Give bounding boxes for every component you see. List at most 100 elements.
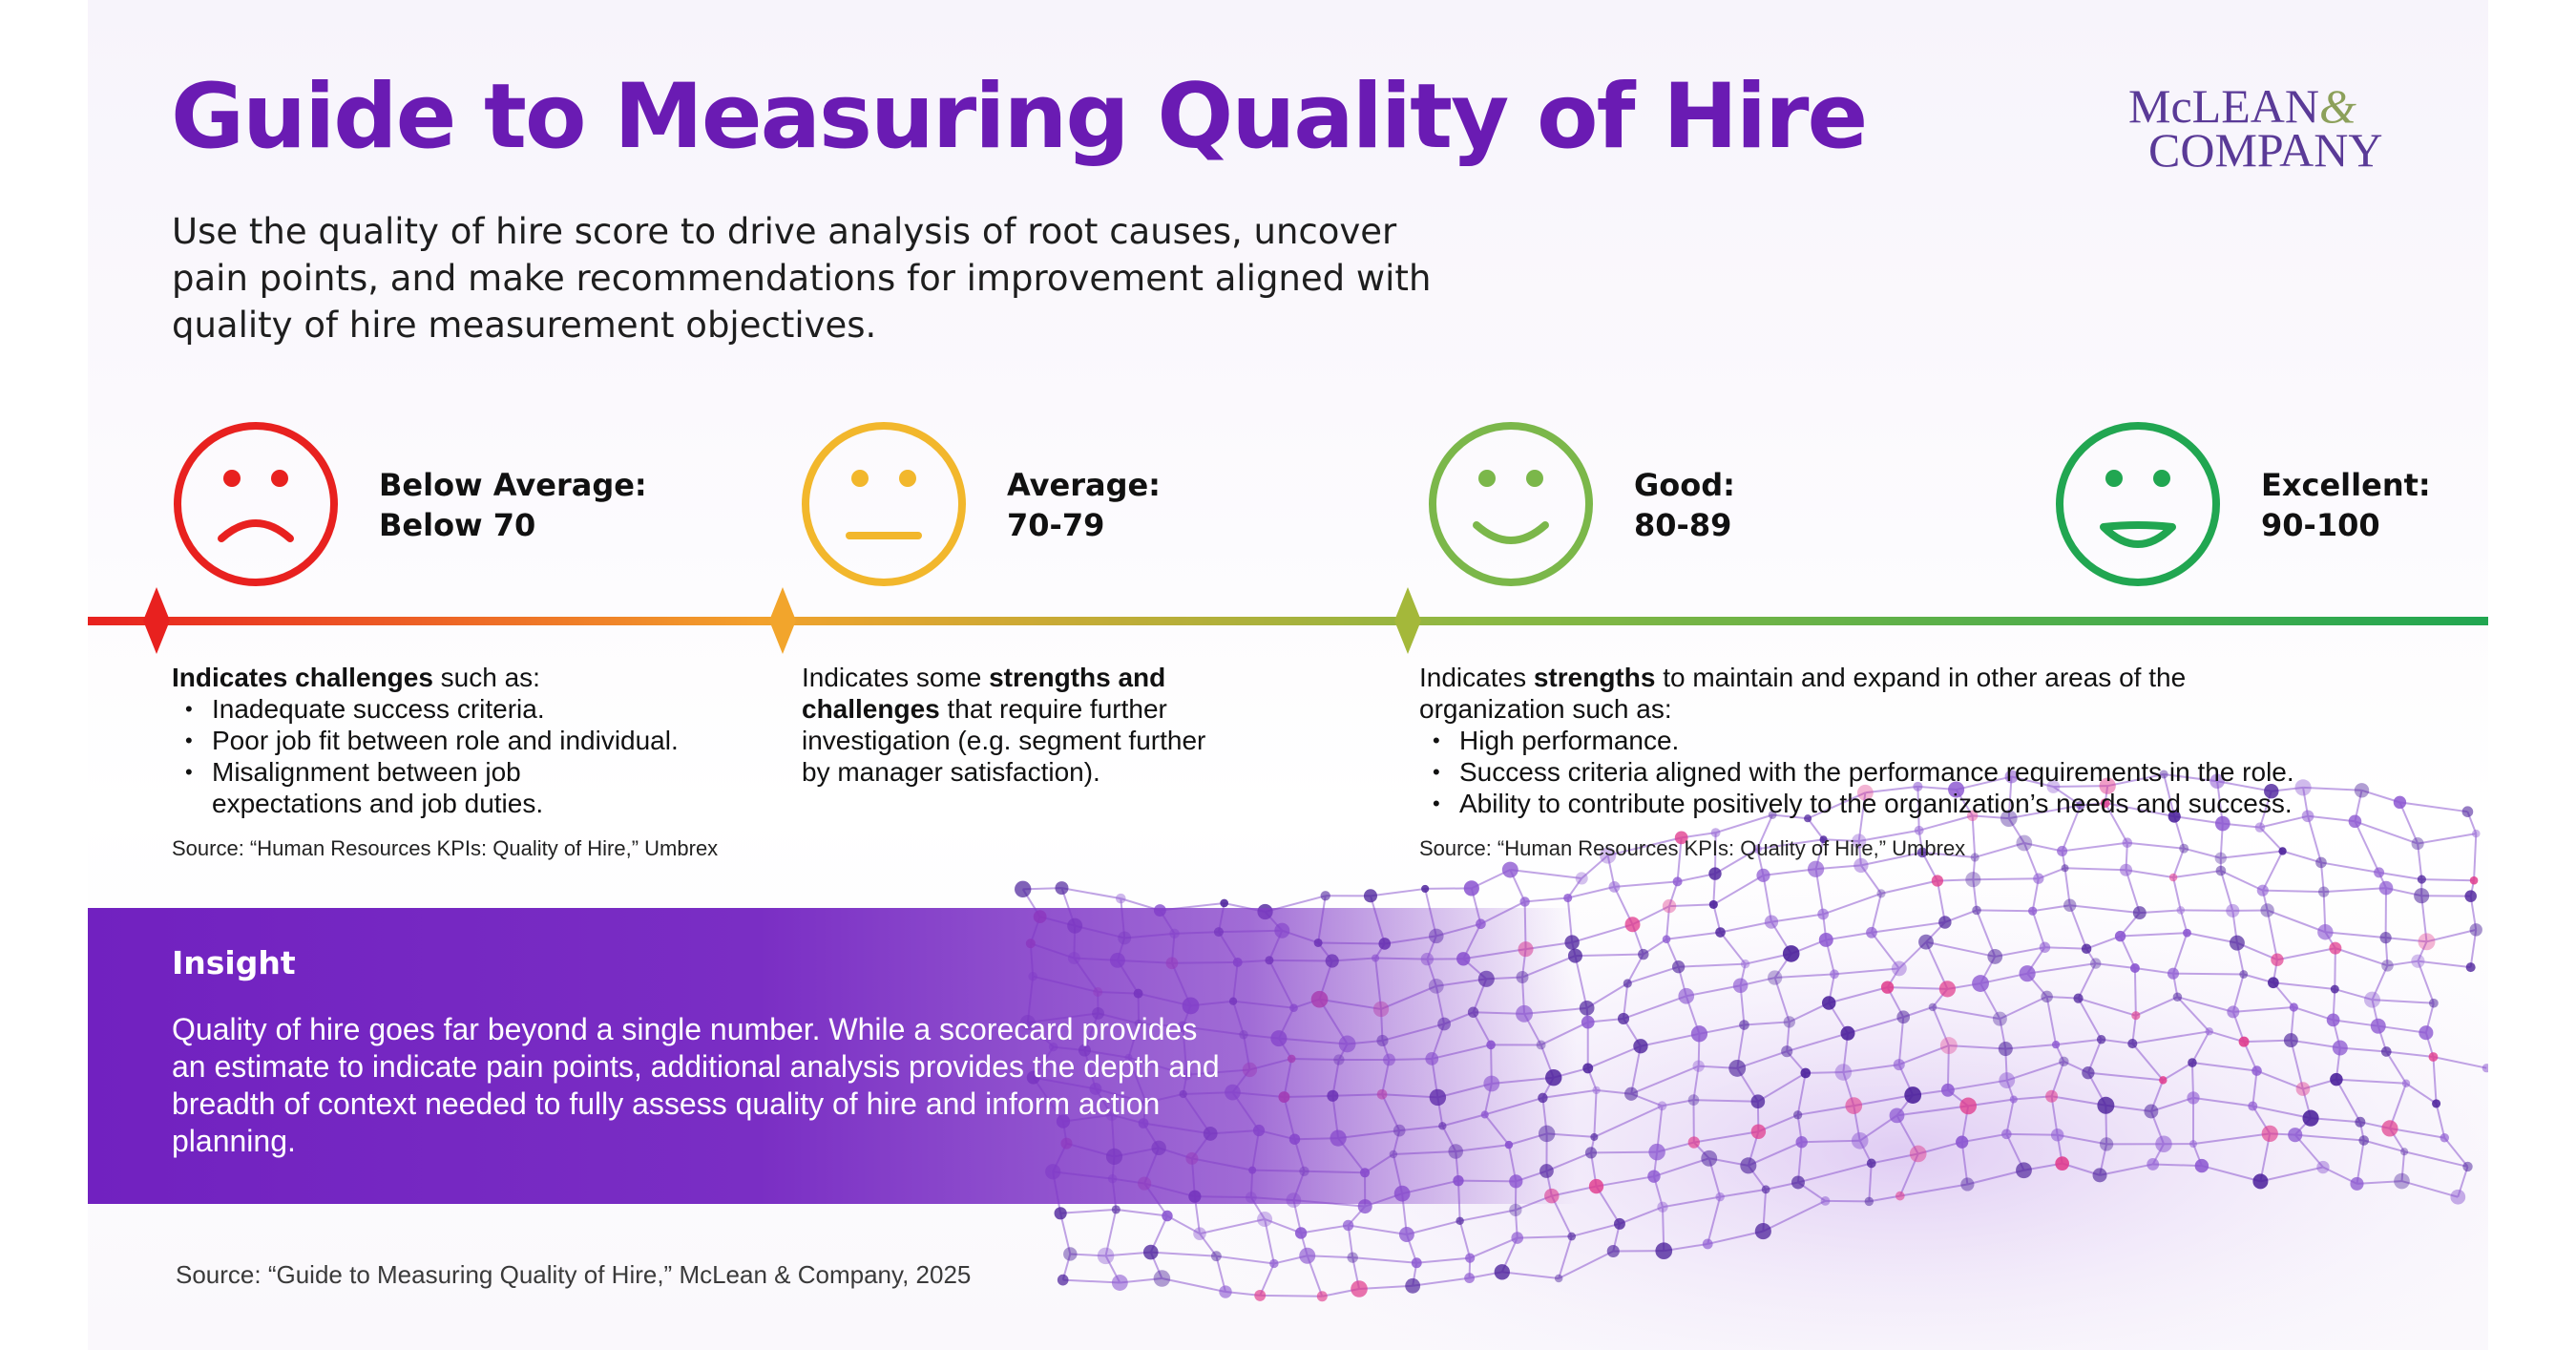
mesh-link bbox=[1692, 1065, 1700, 1101]
mesh-node bbox=[2215, 865, 2227, 876]
mesh-link bbox=[2294, 1133, 2364, 1142]
mesh-node bbox=[2096, 1035, 2106, 1044]
desc-intro-bold: Indicates challenges bbox=[172, 663, 433, 692]
mesh-node bbox=[1623, 979, 1632, 988]
mesh-node bbox=[2370, 1018, 2386, 1034]
company-logo: McLEAN& COMPANY bbox=[2128, 82, 2415, 174]
mesh-link bbox=[1662, 1195, 1721, 1209]
mesh-node bbox=[1624, 917, 1641, 933]
mesh-node bbox=[1599, 847, 1617, 864]
mesh-link bbox=[1946, 1045, 1950, 1090]
level-label-average: Average: 70-79 bbox=[1007, 465, 1161, 545]
mesh-link bbox=[2180, 909, 2233, 912]
mesh-node bbox=[1840, 1025, 1855, 1041]
mesh-link bbox=[2363, 1139, 2405, 1153]
mesh-node bbox=[2016, 834, 2033, 852]
mesh-link bbox=[1847, 1016, 1904, 1035]
mesh-link bbox=[1630, 1045, 1642, 1094]
description-below-average: Indicates challenges such as: Inadequate… bbox=[172, 662, 744, 819]
mesh-link bbox=[1762, 1200, 1826, 1233]
mesh-node bbox=[1918, 934, 1934, 950]
mesh-link bbox=[1714, 833, 1717, 875]
mesh-link bbox=[1216, 1255, 1274, 1265]
page-subtitle: Use the quality of hire score to drive a… bbox=[172, 211, 1432, 346]
mesh-link bbox=[1770, 913, 1824, 923]
mesh-node bbox=[2330, 984, 2339, 994]
mesh-link bbox=[2046, 995, 2079, 1000]
mesh-link bbox=[1459, 1209, 1517, 1222]
mesh-link bbox=[2290, 1040, 2304, 1089]
mesh-link bbox=[1406, 1219, 1460, 1235]
mesh-node bbox=[2251, 1065, 2262, 1076]
mesh-link bbox=[2262, 889, 2324, 894]
mesh-node bbox=[1299, 1247, 1316, 1264]
level-range: 70-79 bbox=[1007, 507, 1105, 543]
level-title: Below Average: bbox=[379, 467, 647, 503]
mesh-node bbox=[1818, 932, 1833, 947]
mesh-node bbox=[2132, 906, 2147, 920]
mesh-link bbox=[2320, 861, 2379, 874]
mesh-node bbox=[1866, 1158, 1876, 1169]
mesh-link bbox=[1348, 1224, 1408, 1235]
mesh-node bbox=[1732, 978, 1749, 994]
desc-pre: Indicates some bbox=[802, 663, 990, 692]
mesh-node bbox=[1116, 893, 1126, 904]
mesh-node bbox=[2122, 837, 2133, 849]
mesh-link bbox=[1571, 923, 1633, 944]
insight-text: Quality of hire goes far beyond a single… bbox=[172, 1012, 1220, 1158]
mesh-node bbox=[2045, 1089, 2059, 1103]
mesh-node bbox=[2432, 1099, 2441, 1108]
mesh-link bbox=[2319, 862, 2325, 893]
mesh-node bbox=[1613, 1217, 1625, 1230]
mesh-link bbox=[1936, 880, 1946, 923]
mesh-link bbox=[1805, 1071, 1844, 1074]
mesh-link bbox=[2022, 842, 2040, 879]
mesh-node bbox=[1153, 1270, 1171, 1287]
mesh-link bbox=[2005, 1044, 2057, 1050]
mesh-node bbox=[1015, 880, 1032, 898]
mesh-node bbox=[1633, 1039, 1648, 1054]
mesh-node bbox=[2041, 990, 2053, 1003]
mesh-node bbox=[1800, 1067, 1812, 1079]
mesh-node bbox=[1351, 1280, 1368, 1297]
mesh-link bbox=[1587, 1044, 1642, 1069]
mesh-link bbox=[1162, 1277, 1226, 1294]
mesh-link bbox=[1677, 873, 1716, 883]
insight-band bbox=[88, 908, 1577, 1204]
mesh-link bbox=[2378, 871, 2422, 881]
mesh-link bbox=[2172, 932, 2189, 975]
mesh-node bbox=[2033, 873, 2044, 884]
mesh-node bbox=[1511, 1232, 1524, 1244]
mesh-link bbox=[1640, 1032, 1700, 1047]
mesh-link bbox=[1061, 887, 1121, 900]
mesh-link bbox=[1976, 909, 2033, 913]
mesh-link bbox=[1150, 1251, 1217, 1257]
mesh-node bbox=[1819, 835, 1828, 844]
mesh-link bbox=[1524, 896, 1568, 903]
list-item: Success criteria aligned with the perfor… bbox=[1433, 756, 2326, 788]
mesh-node bbox=[1674, 831, 1688, 845]
mesh-link bbox=[1789, 1002, 1830, 1023]
mesh-node bbox=[2082, 1065, 2095, 1080]
mesh-link bbox=[2176, 996, 2210, 1032]
mesh-link bbox=[2469, 929, 2478, 968]
mesh-node bbox=[1938, 981, 1957, 998]
level-title: Excellent: bbox=[2261, 467, 2431, 503]
mesh-link bbox=[2139, 909, 2181, 915]
mesh-node bbox=[1465, 1253, 1476, 1263]
mesh-link bbox=[2162, 1062, 2193, 1082]
mesh-link bbox=[1948, 1044, 2006, 1050]
mesh-link bbox=[1786, 1032, 1849, 1053]
neutral-face-icon bbox=[800, 420, 968, 588]
mesh-node bbox=[1588, 1178, 1604, 1194]
mesh-link bbox=[1571, 1222, 1621, 1237]
mesh-node bbox=[2414, 888, 2430, 904]
mesh-node bbox=[2081, 943, 2092, 955]
mesh-link bbox=[2401, 1180, 2459, 1198]
level-title: Average: bbox=[1007, 467, 1161, 503]
mesh-node bbox=[1834, 1064, 1853, 1081]
mesh-link bbox=[2266, 910, 2278, 960]
mesh-node bbox=[1914, 825, 1924, 835]
mesh-node bbox=[1411, 1257, 1422, 1269]
mesh-node bbox=[1715, 927, 1726, 938]
